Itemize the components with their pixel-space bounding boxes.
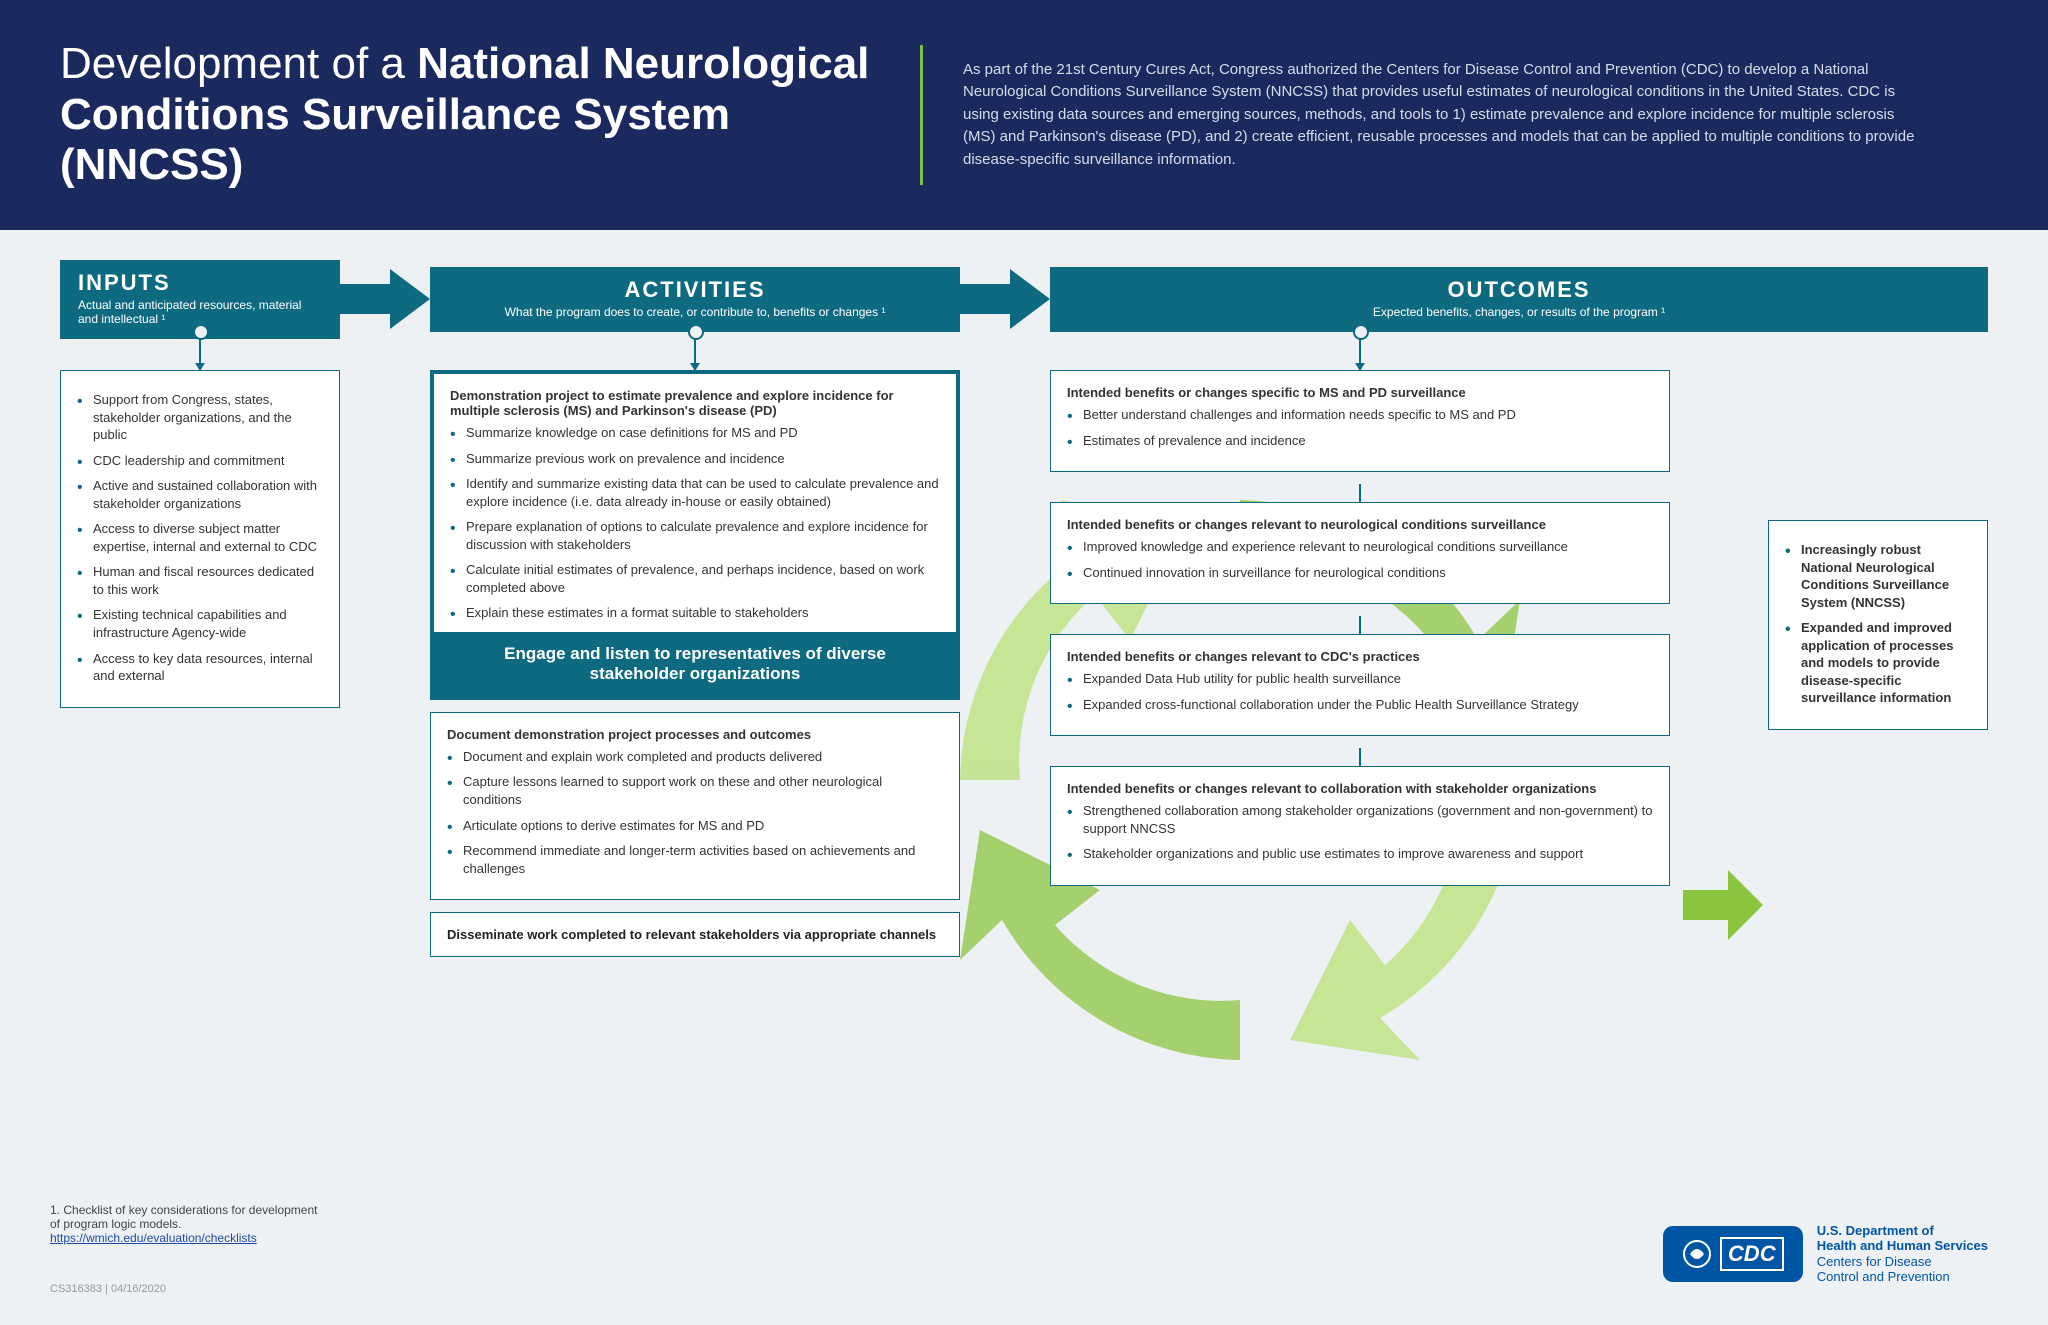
arrow-icon bbox=[1683, 865, 1763, 945]
list-item: Active and sustained collaboration with … bbox=[77, 477, 323, 512]
demo-list: Summarize knowledge on case definitions … bbox=[450, 424, 940, 622]
inputs-column: Support from Congress, states, stakehold… bbox=[60, 330, 340, 720]
t: Centers for Disease bbox=[1817, 1254, 1932, 1269]
box-title: Document demonstration project processes… bbox=[447, 727, 943, 742]
cdc-badge-text: CDC bbox=[1720, 1237, 1784, 1271]
list-item: Prepare explanation of options to calcul… bbox=[450, 518, 940, 553]
outcome-box-2: Intended benefits or changes relevant to… bbox=[1050, 502, 1670, 604]
connector bbox=[1359, 616, 1361, 634]
page-title: Development of a National Neurological C… bbox=[60, 39, 880, 191]
connector bbox=[199, 330, 201, 370]
list: Strengthened collaboration among stakeho… bbox=[1067, 802, 1653, 863]
connector bbox=[1359, 330, 1361, 370]
cdc-dept-text: U.S. Department of Health and Human Serv… bbox=[1817, 1223, 1988, 1285]
box-title: Intended benefits or changes specific to… bbox=[1067, 385, 1653, 400]
connector bbox=[1359, 484, 1361, 502]
outcomes-column: Intended benefits or changes specific to… bbox=[1050, 330, 1670, 898]
final-box: Increasingly robust National Neurologica… bbox=[1768, 520, 1988, 730]
list-item: Human and fiscal resources dedicated to … bbox=[77, 563, 323, 598]
box-title: Intended benefits or changes relevant to… bbox=[1067, 517, 1653, 532]
list-item: Recommend immediate and longer-term acti… bbox=[447, 842, 943, 877]
col-head-activities: ACTIVITIES What the program does to crea… bbox=[430, 267, 960, 331]
column-headers-row: INPUTS Actual and anticipated resources,… bbox=[60, 260, 1988, 339]
list-item: Explain these estimates in a format suit… bbox=[450, 604, 940, 622]
document-box: Document demonstration project processes… bbox=[430, 712, 960, 900]
list-item: Expanded cross-functional collaboration … bbox=[1067, 696, 1653, 714]
col-sub: Expected benefits, changes, or results o… bbox=[1068, 305, 1970, 319]
list-item: Expanded Data Hub utility for public hea… bbox=[1067, 670, 1653, 688]
connector bbox=[1359, 748, 1361, 766]
disseminate-box: Disseminate work completed to relevant s… bbox=[430, 912, 960, 957]
final-list: Increasingly robust National Neurologica… bbox=[1785, 541, 1971, 707]
header: Development of a National Neurological C… bbox=[0, 0, 2048, 230]
foot-text: Checklist of key considerations for deve… bbox=[50, 1203, 318, 1231]
col-sub: Actual and anticipated resources, materi… bbox=[78, 298, 322, 327]
list-item: Strengthened collaboration among stakeho… bbox=[1067, 802, 1653, 837]
list-item: Document and explain work completed and … bbox=[447, 748, 943, 766]
list-item: Continued innovation in surveillance for… bbox=[1067, 564, 1653, 582]
list-item: Access to key data resources, internal a… bbox=[77, 650, 323, 685]
list-item: Identify and summarize existing data tha… bbox=[450, 475, 940, 510]
footnote: 1. Checklist of key considerations for d… bbox=[50, 1203, 330, 1245]
arrow-icon bbox=[960, 269, 1050, 329]
arrow-icon bbox=[340, 269, 430, 329]
header-divider bbox=[920, 45, 923, 185]
box-title: Demonstration project to estimate preval… bbox=[450, 388, 940, 418]
list-item: CDC leadership and commitment bbox=[77, 452, 323, 470]
connector bbox=[694, 330, 696, 370]
engage-banner: Engage and listen to representatives of … bbox=[434, 632, 956, 696]
list: Better understand challenges and informa… bbox=[1067, 406, 1653, 449]
box-title: Intended benefits or changes relevant to… bbox=[1067, 649, 1653, 664]
list-item: Capture lessons learned to support work … bbox=[447, 773, 943, 808]
final-column: Increasingly robust National Neurologica… bbox=[1768, 520, 1988, 742]
foot-num: 1. bbox=[50, 1203, 60, 1217]
outcome-box-3: Intended benefits or changes relevant to… bbox=[1050, 634, 1670, 736]
footnote-link[interactable]: https://wmich.edu/evaluation/checklists bbox=[50, 1231, 257, 1245]
outcome-box-1: Intended benefits or changes specific to… bbox=[1050, 370, 1670, 472]
t: Health and Human Services bbox=[1817, 1238, 1988, 1253]
list-item: Summarize knowledge on case definitions … bbox=[450, 424, 940, 442]
cdc-badge-icon: CDC bbox=[1663, 1226, 1803, 1282]
outcome-box-4: Intended benefits or changes relevant to… bbox=[1050, 766, 1670, 886]
box-title: Intended benefits or changes relevant to… bbox=[1067, 781, 1653, 796]
list-item: Improved knowledge and experience releva… bbox=[1067, 538, 1653, 556]
col-title: INPUTS bbox=[78, 270, 322, 296]
inputs-list: Support from Congress, states, stakehold… bbox=[77, 391, 323, 685]
list-item: Expanded and improved application of pro… bbox=[1785, 619, 1971, 707]
activities-column: Demonstration project to estimate preval… bbox=[430, 330, 960, 969]
header-description: As part of the 21st Century Cures Act, C… bbox=[963, 59, 1923, 172]
list-item: Articulate options to derive estimates f… bbox=[447, 817, 943, 835]
list-item: Better understand challenges and informa… bbox=[1067, 406, 1653, 424]
list-item: Access to diverse subject matter experti… bbox=[77, 520, 323, 555]
col-title: OUTCOMES bbox=[1068, 277, 1970, 303]
list-item: Support from Congress, states, stakehold… bbox=[77, 391, 323, 444]
box-title: Disseminate work completed to relevant s… bbox=[447, 927, 936, 942]
col-sub: What the program does to create, or cont… bbox=[448, 305, 942, 319]
list-item: Estimates of prevalence and incidence bbox=[1067, 432, 1653, 450]
list-item: Stakeholder organizations and public use… bbox=[1067, 845, 1653, 863]
t: Control and Prevention bbox=[1817, 1269, 1950, 1284]
col-head-outcomes: OUTCOMES Expected benefits, changes, or … bbox=[1050, 267, 1988, 331]
demo-project-box: Demonstration project to estimate preval… bbox=[430, 370, 960, 700]
doc-id: CS316383 | 04/16/2020 bbox=[50, 1283, 166, 1295]
col-title: ACTIVITIES bbox=[448, 277, 942, 303]
list-item: Calculate initial estimates of prevalenc… bbox=[450, 561, 940, 596]
list-item: Summarize previous work on prevalence an… bbox=[450, 450, 940, 468]
list-item: Increasingly robust National Neurologica… bbox=[1785, 541, 1971, 611]
cdc-logo: CDC U.S. Department of Health and Human … bbox=[1663, 1223, 1988, 1285]
t: U.S. Department of bbox=[1817, 1223, 1934, 1238]
inputs-box: Support from Congress, states, stakehold… bbox=[60, 370, 340, 708]
doc-list: Document and explain work completed and … bbox=[447, 748, 943, 877]
list-item: Existing technical capabilities and infr… bbox=[77, 606, 323, 641]
list: Improved knowledge and experience releva… bbox=[1067, 538, 1653, 581]
content: Support from Congress, states, stakehold… bbox=[60, 330, 1988, 1285]
list: Expanded Data Hub utility for public hea… bbox=[1067, 670, 1653, 713]
